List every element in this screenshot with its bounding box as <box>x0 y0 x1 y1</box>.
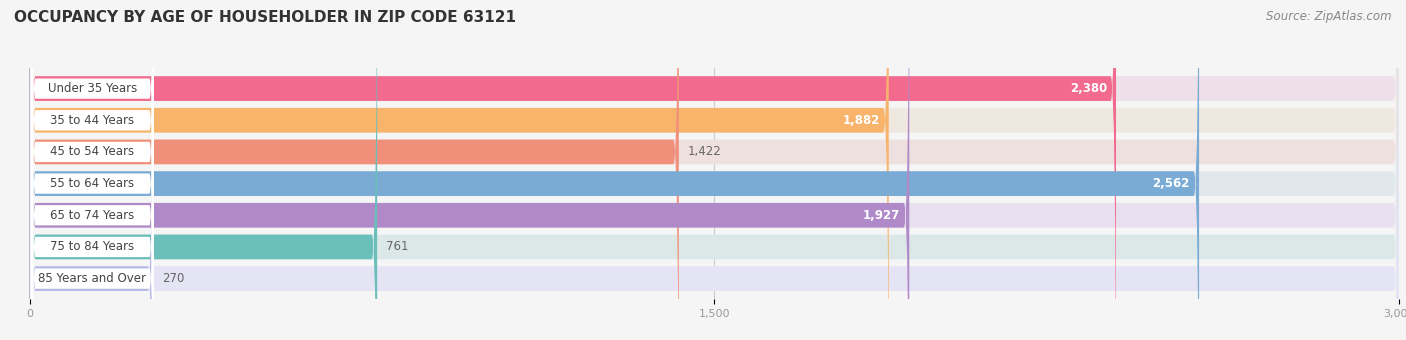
FancyBboxPatch shape <box>31 0 155 340</box>
FancyBboxPatch shape <box>30 0 1399 340</box>
Text: Source: ZipAtlas.com: Source: ZipAtlas.com <box>1267 10 1392 23</box>
FancyBboxPatch shape <box>30 0 1116 340</box>
Text: 85 Years and Over: 85 Years and Over <box>38 272 146 285</box>
Text: 45 to 54 Years: 45 to 54 Years <box>51 146 135 158</box>
Text: Under 35 Years: Under 35 Years <box>48 82 136 95</box>
FancyBboxPatch shape <box>30 0 1399 340</box>
FancyBboxPatch shape <box>30 0 679 340</box>
Text: 2,380: 2,380 <box>1070 82 1107 95</box>
Text: 65 to 74 Years: 65 to 74 Years <box>51 209 135 222</box>
FancyBboxPatch shape <box>31 0 155 340</box>
FancyBboxPatch shape <box>30 0 1399 340</box>
FancyBboxPatch shape <box>31 0 155 340</box>
Text: 270: 270 <box>162 272 184 285</box>
FancyBboxPatch shape <box>30 0 153 340</box>
Text: 2,562: 2,562 <box>1153 177 1189 190</box>
FancyBboxPatch shape <box>30 0 1399 340</box>
Text: 1,927: 1,927 <box>863 209 900 222</box>
Text: 1,422: 1,422 <box>688 146 721 158</box>
FancyBboxPatch shape <box>31 0 155 340</box>
Text: 1,882: 1,882 <box>842 114 880 127</box>
FancyBboxPatch shape <box>31 0 155 340</box>
Text: 55 to 64 Years: 55 to 64 Years <box>51 177 135 190</box>
Text: OCCUPANCY BY AGE OF HOUSEHOLDER IN ZIP CODE 63121: OCCUPANCY BY AGE OF HOUSEHOLDER IN ZIP C… <box>14 10 516 25</box>
FancyBboxPatch shape <box>30 0 1399 340</box>
FancyBboxPatch shape <box>31 0 155 340</box>
FancyBboxPatch shape <box>30 0 1399 340</box>
FancyBboxPatch shape <box>30 0 889 340</box>
FancyBboxPatch shape <box>31 0 155 340</box>
Text: 761: 761 <box>387 240 409 253</box>
FancyBboxPatch shape <box>30 0 377 340</box>
FancyBboxPatch shape <box>30 0 1199 340</box>
FancyBboxPatch shape <box>30 0 910 340</box>
Text: 75 to 84 Years: 75 to 84 Years <box>51 240 135 253</box>
FancyBboxPatch shape <box>30 0 1399 340</box>
Text: 35 to 44 Years: 35 to 44 Years <box>51 114 135 127</box>
